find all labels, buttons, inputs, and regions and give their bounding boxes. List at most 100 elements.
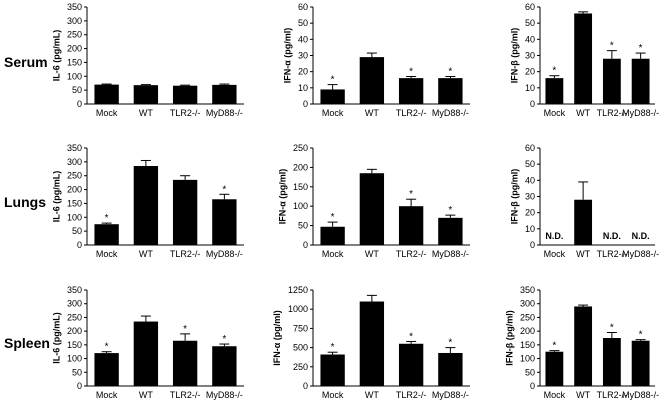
category-label: TLR2-/- <box>170 108 201 118</box>
y-tick-label: 0 <box>530 381 535 391</box>
y-axis-label: IL-6 (pg/mL) <box>51 30 61 82</box>
significance-marker: * <box>448 67 452 78</box>
y-tick-label: 30 <box>298 51 308 61</box>
y-tick-label: 150 <box>67 340 82 350</box>
bar-tlr2 <box>172 85 198 104</box>
row-label-lungs: Lungs <box>4 194 46 210</box>
category-label: MyD88-/- <box>432 249 469 259</box>
bar-myd88 <box>212 346 237 386</box>
y-tick-label: 200 <box>67 44 82 54</box>
significance-marker: * <box>222 334 226 345</box>
bar-mock <box>545 351 564 386</box>
significance-marker: * <box>183 324 187 335</box>
y-tick-label: 300 <box>67 16 82 26</box>
category-label: WT <box>576 390 590 400</box>
y-tick-label: 30 <box>525 192 535 202</box>
y-tick-label: 200 <box>67 185 82 195</box>
y-tick-label: 1250 <box>288 285 308 295</box>
y-tick-label: 300 <box>520 299 535 309</box>
y-tick-label: 250 <box>520 312 535 322</box>
y-tick-label: 250 <box>293 143 308 153</box>
significance-marker: * <box>331 75 335 86</box>
bar-myd88 <box>631 58 650 104</box>
bar-mock <box>320 354 345 386</box>
y-tick-label: 0 <box>303 99 308 109</box>
y-tick-label: 200 <box>67 326 82 336</box>
panel-serum-1: 0 10 20 30 40 50 60 IFN-α (pg/ml) * Mock WT * TLR2-/… <box>283 2 470 118</box>
category-label: MyD88-/- <box>206 108 243 118</box>
y-tick-label: 100 <box>520 354 535 364</box>
significance-marker: * <box>409 67 413 78</box>
category-label: TLR2-/- <box>396 390 427 400</box>
panel-lungs-0: 0 50 100 150 200 250 300 350 IL-6 (pg/mL) * Mock WT… <box>51 143 244 259</box>
bar-mock <box>320 226 345 245</box>
not-detected-label: N.D. <box>632 231 650 241</box>
significance-marker: * <box>448 205 452 216</box>
bar-myd88 <box>212 199 237 245</box>
bar-tlr2 <box>398 78 424 104</box>
category-label: WT <box>365 249 379 259</box>
y-tick-label: 0 <box>77 99 82 109</box>
y-tick-label: 0 <box>530 99 535 109</box>
category-label: WT <box>139 249 153 259</box>
significance-marker: * <box>610 323 614 334</box>
category-label: Mock <box>322 108 344 118</box>
category-label: TLR2-/- <box>597 249 628 259</box>
y-tick-label: 250 <box>67 171 82 181</box>
category-label: Mock <box>322 249 344 259</box>
bar-tlr2 <box>602 338 621 386</box>
category-label: TLR2-/- <box>170 390 201 400</box>
category-label: TLR2-/- <box>597 390 628 400</box>
category-label: Mock <box>96 390 118 400</box>
y-axis-label: IFN-β (pg/ml) <box>510 169 520 224</box>
y-tick-label: 150 <box>67 57 82 67</box>
panel-lungs-2: 0 10 20 30 40 50 60 IFN-β (pg/ml) N.D. Mock WT N.D.… <box>510 143 660 259</box>
y-tick-label: 60 <box>525 2 535 12</box>
not-detected-label: N.D. <box>545 231 563 241</box>
y-tick-label: 0 <box>77 240 82 250</box>
category-label: MyD88-/- <box>432 108 469 118</box>
y-tick-label: 50 <box>298 221 308 231</box>
bar-tlr2 <box>398 206 424 245</box>
y-axis-label: IL-6 (pg/mL) <box>51 312 61 364</box>
category-label: MyD88-/- <box>622 108 659 118</box>
y-axis-label: IFN-α (pg/ml) <box>283 28 293 84</box>
y-tick-label: 20 <box>525 208 535 218</box>
bar-mock <box>545 78 564 104</box>
y-tick-label: 10 <box>525 83 535 93</box>
y-tick-label: 150 <box>67 198 82 208</box>
panel-spleen-1: 0 250 500 750 1000 1250 IFN-α (pg/ml) * Mock WT * T… <box>272 285 470 400</box>
y-tick-label: 10 <box>525 224 535 234</box>
bar-wt <box>574 13 593 104</box>
y-tick-label: 750 <box>293 323 308 333</box>
panel-spleen-0: 0 50 100 150 200 250 300 350 IL-6 (pg/mL) * Mock WT… <box>51 285 244 400</box>
category-label: TLR2-/- <box>396 249 427 259</box>
row-label-serum: Serum <box>4 54 48 70</box>
y-tick-label: 50 <box>525 18 535 28</box>
significance-marker: * <box>552 341 556 352</box>
y-tick-label: 500 <box>293 343 308 353</box>
category-label: WT <box>139 390 153 400</box>
y-tick-label: 0 <box>303 381 308 391</box>
bar-tlr2 <box>398 343 424 386</box>
y-tick-label: 100 <box>67 212 82 222</box>
y-tick-label: 60 <box>525 143 535 153</box>
bar-myd88 <box>631 340 650 386</box>
category-label: Mock <box>544 390 566 400</box>
y-axis-label: IFN-β (pg/ml) <box>510 28 520 83</box>
y-tick-label: 50 <box>72 367 82 377</box>
bar-tlr2 <box>172 179 198 245</box>
category-label: WT <box>576 249 590 259</box>
y-axis-label: IFN-α (pg/ml) <box>272 310 282 366</box>
y-tick-label: 50 <box>525 367 535 377</box>
category-label: MyD88-/- <box>622 390 659 400</box>
category-label: TLR2-/- <box>597 108 628 118</box>
y-tick-label: 50 <box>525 159 535 169</box>
category-label: MyD88-/- <box>622 249 659 259</box>
bar-mock <box>94 224 119 245</box>
bar-mock <box>94 84 119 104</box>
y-axis-label: IFN-α (pg/ml) <box>277 169 287 225</box>
y-tick-label: 100 <box>67 71 82 81</box>
